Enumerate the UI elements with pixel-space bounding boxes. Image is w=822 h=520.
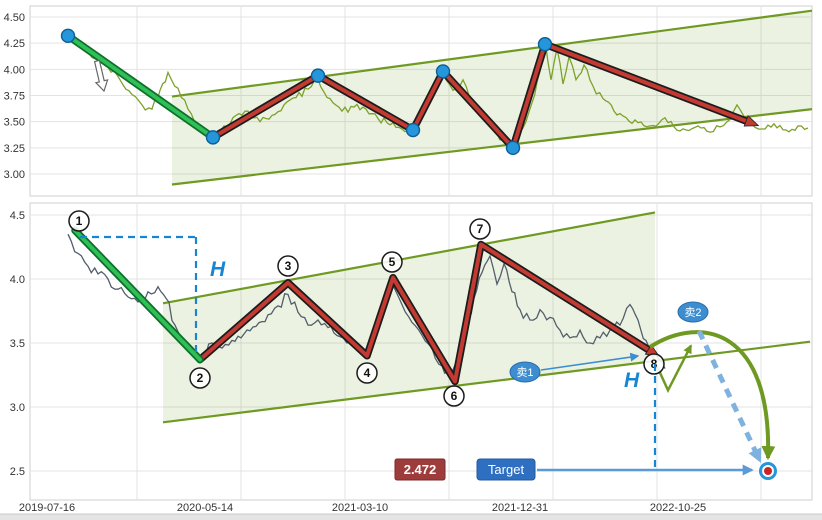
bottom-divider — [0, 514, 822, 520]
y-axis-tick-label: 3.50 — [4, 117, 25, 129]
svg-text:2.472: 2.472 — [404, 462, 437, 477]
sell-1-badge[interactable]: 卖1 — [509, 361, 541, 383]
hollow-down-arrow-icon — [93, 59, 109, 93]
svg-text:7: 7 — [477, 222, 484, 236]
sell-1-pointer — [540, 352, 640, 371]
trend-channel-upper-line — [162, 211, 656, 305]
pivot-marker[interactable] — [405, 122, 421, 138]
trend-channel-fill — [172, 10, 812, 185]
y-axis-tick-label: 3.25 — [4, 143, 25, 155]
height-label-2: H — [624, 369, 640, 392]
svg-text:卖2: 卖2 — [684, 306, 701, 319]
pivot-number-3[interactable]: 3 — [277, 255, 299, 277]
y-axis-tick-label: 3.75 — [4, 91, 25, 103]
target-price-badge[interactable]: 2.472 — [394, 458, 446, 481]
pivot-number-2[interactable]: 2 — [189, 367, 211, 389]
bottom-plot-area — [29, 202, 813, 501]
pivot-marker[interactable] — [205, 130, 221, 145]
y-axis-tick-label: 3.00 — [4, 169, 25, 181]
x-axis-tick-label: 2022-10-25 — [650, 502, 706, 514]
svg-text:2: 2 — [197, 371, 204, 385]
svg-text:4: 4 — [364, 366, 371, 380]
impulse-leg — [66, 33, 215, 140]
trend-channel-lower-line — [171, 108, 813, 186]
zigzag-end-arrow — [743, 115, 760, 127]
svg-text:1: 1 — [76, 214, 83, 228]
y-axis-tick-label: 4.25 — [4, 38, 25, 50]
svg-text:Target: Target — [488, 462, 525, 477]
pivot-number-7[interactable]: 7 — [469, 218, 491, 240]
projected-path-curve-arrow — [648, 330, 776, 461]
pivot-marker[interactable] — [310, 68, 326, 83]
trend-channel-upper-line — [171, 9, 813, 98]
pivot-marker[interactable] — [505, 140, 521, 156]
y-axis-tick-label: 4.5 — [10, 210, 25, 222]
y-axis-tick-label: 2.5 — [10, 466, 25, 478]
top-chart-panel: 4.50 4.25 4.00 3.75 3.50 3.25 3.00 — [4, 5, 813, 197]
x-axis-tick-label: 2020-05-14 — [177, 502, 233, 514]
sell2-to-target-dashed-arrow — [696, 329, 763, 463]
y-axis-tick-label: 4.00 — [4, 64, 25, 76]
sell-2-badge[interactable]: 卖2 — [677, 301, 709, 323]
y-axis-tick-label: 3.0 — [10, 402, 25, 414]
pivot-number-1[interactable]: 1 — [68, 210, 90, 232]
target-point-marker[interactable] — [759, 462, 777, 480]
x-axis-tick-label: 2019-07-16 — [19, 502, 75, 514]
svg-text:卖1: 卖1 — [516, 366, 533, 379]
annotation-layer: H H 卖1 卖2 2.472 Target — [80, 235, 777, 481]
y-axis-tick-label: 3.5 — [10, 338, 25, 350]
pivot-number-4[interactable]: 4 — [356, 362, 378, 384]
y-axis-tick-label: 4.50 — [4, 12, 25, 24]
x-axis-tick-label: 2021-03-10 — [332, 502, 388, 514]
y-axis-tick-label: 4.0 — [10, 274, 25, 286]
pivot-marker[interactable] — [435, 64, 451, 79]
pivot-number-5[interactable]: 5 — [381, 251, 403, 273]
target-button[interactable]: Target — [476, 458, 536, 481]
height-label-1: H — [210, 258, 226, 281]
svg-text:5: 5 — [389, 255, 396, 269]
pivot-marker[interactable] — [537, 37, 553, 52]
pivot-number-6[interactable]: 6 — [443, 385, 465, 407]
zigzag-pattern — [198, 242, 652, 384]
pivot-marker[interactable] — [60, 28, 76, 44]
svg-text:3: 3 — [285, 259, 292, 273]
bottom-chart-panel: 4.54.03.53.02.512345678 — [10, 202, 813, 501]
trend-channel-lower-line — [162, 340, 811, 424]
x-axis-tick-label: 2021-12-31 — [492, 502, 548, 514]
impulse-leg — [73, 228, 202, 362]
svg-text:6: 6 — [451, 389, 458, 403]
